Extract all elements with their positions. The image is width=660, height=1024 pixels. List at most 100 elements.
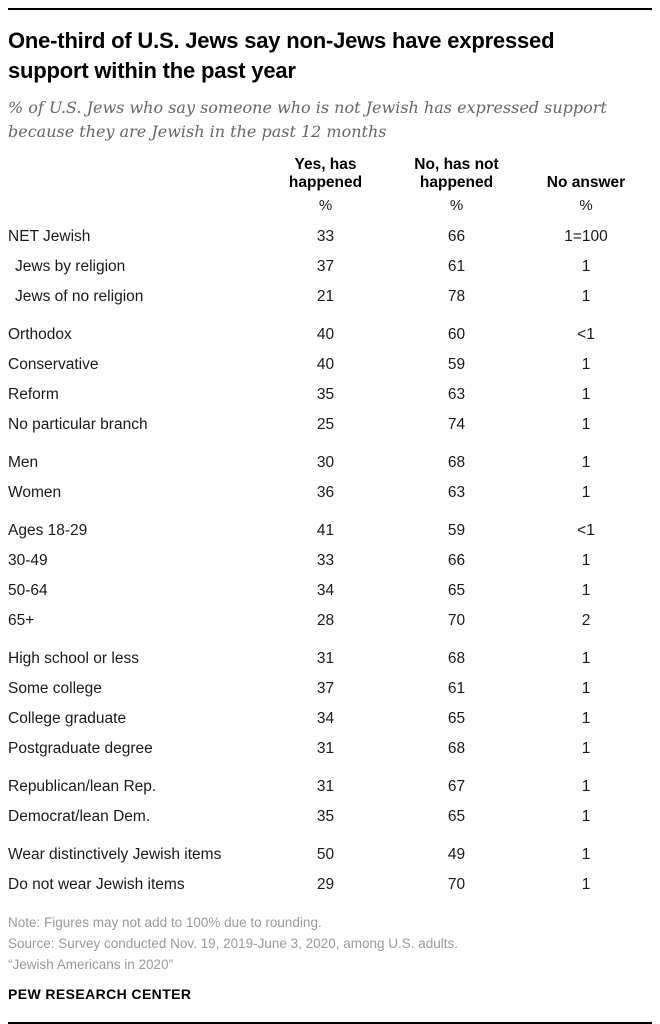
table-group: Wear distinctively Jewish items 50 49 1 Do n… <box>8 840 652 900</box>
row-value: 50 <box>316 846 335 863</box>
row-value: 35 <box>316 386 335 403</box>
table-row: Jews of no religion 21 78 1 <box>8 282 652 312</box>
table-group: Republican/lean Rep. 31 67 1 Democrat/lean D… <box>8 772 652 832</box>
row-value: 1 <box>581 876 591 893</box>
table-row: Democrat/lean Dem. 35 65 1 <box>8 802 652 832</box>
row-value: 35 <box>316 808 335 825</box>
row-label: Some college <box>8 680 102 697</box>
row-value: 61 <box>447 258 466 275</box>
row-value: 78 <box>447 288 466 305</box>
row-value: 1 <box>581 258 591 275</box>
row-label: NET Jewish <box>8 228 91 245</box>
column-header-no-answer: No answer <box>546 174 626 191</box>
row-label: Postgraduate degree <box>8 740 153 757</box>
row-value: 68 <box>447 740 466 757</box>
footer-notes: Note: Figures may not add to 100% due to… <box>8 912 652 975</box>
row-value: 1 <box>581 680 591 697</box>
row-value: 36 <box>316 484 335 501</box>
row-value: 28 <box>316 612 335 629</box>
row-value: 1 <box>581 582 591 599</box>
table-row: 50-64 34 65 1 <box>8 576 652 606</box>
table-body: NET Jewish 33 66 1=100 Jews by religion 37 61 1… <box>8 222 652 900</box>
row-value: 40 <box>316 356 335 373</box>
row-label: Conservative <box>8 356 99 373</box>
table-row: Reform 35 63 1 <box>8 380 652 410</box>
table-row: Jews by religion 37 61 1 <box>8 252 652 282</box>
row-value: 67 <box>447 778 466 795</box>
table-row: 65+ 28 70 2 <box>8 606 652 636</box>
table-row: NET Jewish 33 66 1=100 <box>8 222 652 252</box>
report-figure: One-third of U.S. Jews say non-Jews have… <box>0 8 660 1024</box>
source-line: Source: Survey conducted Nov. 19, 2019-J… <box>8 936 459 951</box>
row-value: 65 <box>447 582 466 599</box>
row-value: 2 <box>581 612 591 629</box>
row-label: Republican/lean Rep. <box>8 778 157 795</box>
row-label: High school or less <box>8 650 139 667</box>
row-label: Ages 18-29 <box>8 522 88 539</box>
unit-percent: % <box>579 196 593 214</box>
row-value: 70 <box>447 876 466 893</box>
row-label: Women <box>8 484 62 501</box>
row-value: 65 <box>447 710 466 727</box>
column-header-no: No, has not happened <box>414 156 499 191</box>
row-value: 31 <box>316 778 335 795</box>
table-row: Orthodox 40 60 <1 <box>8 320 652 350</box>
row-value: 21 <box>316 288 335 305</box>
row-value: 37 <box>316 258 335 275</box>
table-unit-row: % % % <box>8 192 652 218</box>
row-value: <1 <box>577 522 595 539</box>
table-header-row: Yes, has happened No, has not happened N… <box>8 156 652 192</box>
row-label: 65+ <box>8 612 35 629</box>
table-group: Men 30 68 1 Women 36 63 1 <box>8 448 652 508</box>
row-value: 31 <box>316 650 335 667</box>
row-value: 30 <box>316 454 335 471</box>
row-value: 66 <box>447 228 466 245</box>
row-label: Wear distinctively Jewish items <box>8 846 222 863</box>
figure-subtitle: % of U.S. Jews who say someone who is no… <box>8 98 607 141</box>
row-label: Jews by religion <box>15 258 126 275</box>
bottom-divider <box>8 1022 652 1024</box>
row-value: 68 <box>447 650 466 667</box>
table-row: Men 30 68 1 <box>8 448 652 478</box>
row-value: 49 <box>447 846 466 863</box>
row-value: 61 <box>447 680 466 697</box>
row-value: 70 <box>447 612 466 629</box>
note-line: Note: Figures may not add to 100% due to… <box>8 915 322 930</box>
table-group: Orthodox 40 60 <1 Conservative 40 59 1 Reform 35 6… <box>8 320 652 440</box>
unit-percent: % <box>449 196 464 214</box>
column-header-yes: Yes, has happened <box>288 156 363 191</box>
row-value: 1 <box>581 808 591 825</box>
figure-title: One-third of U.S. Jews say non-Jews have… <box>8 28 555 83</box>
row-value: 68 <box>447 454 466 471</box>
row-value: 1 <box>581 740 591 757</box>
row-value: 1 <box>581 454 591 471</box>
pew-research-center-wordmark: PEW RESEARCH CENTER <box>8 986 192 1002</box>
row-value: 1 <box>581 386 591 403</box>
row-value: 41 <box>316 522 335 539</box>
table-group: Ages 18-29 41 59 <1 30-49 33 66 1 50-64 34 65 1 65+ 2… <box>8 516 652 636</box>
table-group: High school or less 31 68 1 Some college 37 61… <box>8 644 652 764</box>
row-label: Reform <box>8 386 59 403</box>
row-value: 74 <box>447 416 466 433</box>
row-value: 1 <box>581 288 591 305</box>
row-value: <1 <box>577 326 595 343</box>
row-value: 1=100 <box>564 228 608 245</box>
table-group: NET Jewish 33 66 1=100 Jews by religion 37 61 1… <box>8 222 652 312</box>
row-value: 60 <box>447 326 466 343</box>
row-value: 1 <box>581 484 591 501</box>
row-value: 40 <box>316 326 335 343</box>
row-value: 1 <box>581 356 591 373</box>
row-label: Do not wear Jewish items <box>8 876 185 893</box>
table-row: Postgraduate degree 31 68 1 <box>8 734 652 764</box>
row-value: 65 <box>447 808 466 825</box>
top-divider <box>8 8 652 10</box>
row-label: Jews of no religion <box>15 288 144 305</box>
row-value: 34 <box>316 582 335 599</box>
row-value: 33 <box>316 228 335 245</box>
row-value: 66 <box>447 552 466 569</box>
row-label: No particular branch <box>8 416 148 433</box>
table-row: Wear distinctively Jewish items 50 49 1 <box>8 840 652 870</box>
study-line: “Jewish Americans in 2020” <box>8 957 174 972</box>
row-label: 50-64 <box>8 582 48 599</box>
row-value: 29 <box>316 876 335 893</box>
